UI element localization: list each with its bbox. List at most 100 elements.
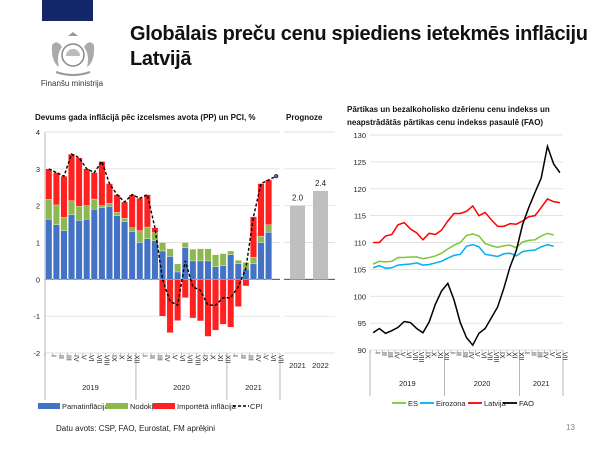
bar-nodoki [151, 232, 159, 241]
y-tick-label: 125 [353, 158, 366, 167]
legend-swatch [38, 403, 60, 409]
food-price-chart: Pārtikas un bezalkoholisko dzērienu cenu… [347, 105, 567, 408]
y-tick-label: 1 [36, 239, 40, 248]
right-month-label: I [448, 352, 455, 354]
left-month-label: IV [163, 355, 170, 362]
left-month-label: III [64, 355, 71, 361]
right-month-label: IV [392, 352, 399, 359]
chart-title: Pārtikas un bezalkoholisko dzērienu cenu… [347, 105, 550, 114]
right-month-label: I [374, 352, 381, 354]
bar-pamatinflcija [45, 219, 53, 280]
bar-pamatinflcija [166, 256, 174, 280]
bar-nodoki [83, 205, 91, 220]
bar-pamatinflcija [113, 215, 121, 280]
bar-pamatinflcija [75, 220, 83, 280]
legend-label: ES [408, 399, 418, 408]
left-month-label: X [208, 355, 215, 360]
bar-pamatinflcija [234, 263, 242, 280]
right-year-label: 2019 [399, 379, 416, 388]
right-month-label: III [535, 352, 542, 358]
bar-pamatinflcija [106, 206, 113, 280]
right-month-label: IV [542, 352, 549, 359]
bar-importtinflcija [45, 168, 53, 200]
left-year-label: 2021 [245, 383, 262, 392]
bar-importtinflcija [143, 194, 151, 228]
bar-importtinflcija [181, 279, 189, 298]
legend-label: Latvija [484, 399, 507, 408]
bar-pamatinflcija [121, 221, 128, 280]
forecast-title: Prognoze [286, 113, 323, 122]
line-eirozona [372, 243, 554, 270]
bar-importtinflcija [242, 279, 250, 287]
right-month-label: X [504, 352, 511, 357]
bar-nodoki [159, 242, 166, 252]
bar-importtinflcija [159, 279, 166, 317]
right-month-label: V [548, 352, 555, 357]
legend-label: Importētā inflācija [177, 402, 237, 411]
left-month-label: VI [269, 355, 276, 362]
bar-pamatinflcija [53, 224, 60, 280]
cpi-line [48, 153, 277, 307]
right-month-label: IV [467, 352, 474, 359]
right-month-label: XI [436, 352, 443, 359]
left-year-label: 2019 [82, 383, 99, 392]
bar-nodoki [53, 204, 60, 225]
chart-title: neapstrādātās pārtikas cenu indekss pasa… [347, 118, 543, 127]
left-month-label: V [171, 355, 178, 360]
bar-pamatinflcija [189, 260, 197, 280]
left-month-label: III [155, 355, 162, 361]
bar-pamatinflcija [68, 214, 75, 280]
bar-nodoki [204, 248, 212, 262]
bar-nodoki [257, 236, 265, 243]
right-month-label: VII [486, 352, 493, 361]
left-month-label: VIII [193, 355, 200, 366]
y-tick-label: 110 [354, 239, 366, 248]
bar-pamatinflcija [219, 265, 227, 280]
bar-importtinflcija [219, 279, 227, 325]
right-month-label: V [473, 352, 480, 357]
bar-nodoki [121, 218, 128, 222]
y-tick-label: 105 [353, 265, 366, 274]
forecast-value-label: 2.4 [315, 179, 327, 188]
legend-swatch [106, 403, 128, 409]
bar-nodoki [136, 230, 144, 243]
bar-pamatinflcija [212, 266, 219, 280]
bar-nodoki [60, 217, 68, 231]
chart-title: Devums gada inflācijā pēc izcelsmes avot… [35, 113, 256, 122]
y-tick-label: 130 [353, 131, 366, 140]
bar-pamatinflcija [227, 254, 235, 280]
right-month-label: XII [517, 352, 524, 361]
line-fao [372, 143, 561, 347]
bar-importtinflcija [265, 179, 272, 225]
legend-label: Nodokļi [130, 402, 155, 411]
forecast-year-label: 2022 [312, 361, 329, 370]
legend-label: CPI [250, 402, 263, 411]
right-month-label: V [399, 352, 406, 357]
cpi-marker [274, 174, 279, 179]
forecast-bar [313, 190, 328, 280]
page-number: 13 [566, 423, 575, 432]
bar-nodoki [174, 263, 182, 273]
source-note: Datu avots: CSP, FAO, Eurostat, FM aprēķ… [56, 424, 216, 433]
bar-importtinflcija [121, 201, 128, 219]
bar-pamatinflcija [257, 242, 265, 280]
right-month-label: VIII [492, 352, 499, 363]
bar-importtinflcija [113, 194, 121, 213]
legend-swatch [153, 403, 175, 409]
y-tick-label: 4 [36, 128, 40, 137]
org-name: Finanšu ministrija [40, 79, 104, 88]
bar-nodoki [68, 200, 75, 216]
contribution-chart: Devums gada inflācijā pēc izcelsmes avot… [33, 113, 283, 411]
left-month-label: VII [186, 355, 193, 364]
y-tick-label: 0 [36, 275, 40, 284]
left-month-label: VIII [102, 355, 109, 366]
y-tick-label: 115 [354, 212, 366, 221]
line-latvija [373, 198, 561, 244]
left-month-label: X [118, 355, 125, 360]
left-month-label: IV [254, 355, 261, 362]
forecast-chart: Prognoze 2.0 2021 2.4 2022 [284, 113, 335, 370]
bar-importtinflcija [136, 198, 144, 231]
left-month-label: IX [201, 355, 208, 362]
forecast-year-label: 2021 [289, 361, 306, 370]
right-month-label: VII [560, 352, 567, 361]
